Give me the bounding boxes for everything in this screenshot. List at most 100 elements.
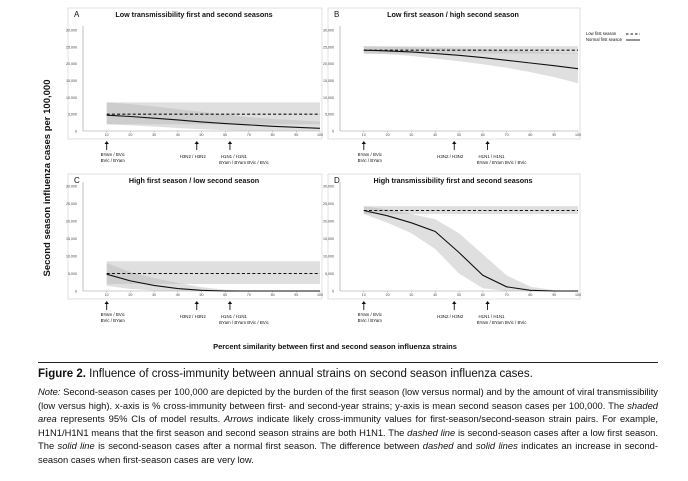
y-tick-label: 5,000 — [325, 272, 334, 276]
caption-note-emphasis: Note: — [38, 386, 61, 397]
y-tick-label: 10,000 — [323, 255, 334, 259]
x-tick-label: 100 — [575, 293, 581, 297]
panel-title: High transmissibility first and second s… — [374, 176, 533, 185]
series-line-normal-first-season — [106, 114, 321, 129]
arrow-label-a: BVic / BYam — [101, 318, 126, 323]
x-tick-label: 30 — [409, 293, 413, 297]
panel-title: Low first season / high second season — [387, 10, 519, 19]
arrow-label-c: H1N1 / H1N1 — [221, 314, 248, 319]
caption-note: Note: Second-season cases per 100,000 ar… — [38, 385, 658, 467]
arrow-label-b: H3N2 / H3N2 — [437, 314, 464, 319]
y-tick-label: 30,000 — [323, 29, 334, 33]
x-tick-label: 50 — [457, 133, 461, 137]
confidence-band — [363, 206, 578, 214]
x-tick-label: 20 — [386, 133, 390, 137]
panel-title: High first season / low second season — [129, 176, 259, 185]
y-tick-label: 10,000 — [66, 96, 77, 100]
x-tick-label: 70 — [247, 133, 251, 137]
cross-immunity-arrow-head — [361, 301, 366, 304]
y-tick-label: 0 — [332, 290, 334, 294]
x-tick-label: 10 — [362, 133, 366, 137]
caption-title-text: Influence of cross-immunity between annu… — [89, 368, 533, 380]
x-tick-label: 60 — [481, 293, 485, 297]
x-tick-label: 60 — [223, 133, 227, 137]
x-tick-label: 70 — [505, 133, 509, 137]
confidence-band — [363, 46, 578, 84]
y-axis-label: Second season influenza cases per 100,00… — [42, 80, 53, 277]
x-tick-label: 10 — [362, 293, 366, 297]
y-tick-label: 15,000 — [66, 79, 77, 83]
arrow-label-a: BVic / BYam — [101, 158, 126, 163]
arrow-label-c: H1N1 / H1N1 — [478, 314, 505, 319]
legend-low-first-season: Low first season — [586, 31, 617, 36]
cross-immunity-arrow-head — [485, 141, 490, 144]
arrow-label-b: H3N2 / H3N2 — [180, 314, 207, 319]
y-tick-label: 20,000 — [66, 62, 77, 66]
x-tick-label: 60 — [481, 133, 485, 137]
arrow-label-c: BYam / BYam BVic / BVic — [477, 320, 527, 325]
x-tick-label: 60 — [223, 293, 227, 297]
panel-c: C High first season / low second season 0 5… — [66, 173, 323, 325]
panel-frame — [67, 7, 323, 140]
y-tick-label: 15,000 — [66, 237, 77, 241]
panel-letter: B — [334, 10, 339, 19]
arrow-label-c: H1N1 / H1N1 — [221, 154, 248, 159]
caption-figure-number: Figure 2. — [38, 368, 86, 380]
caption-note-text: represents 95% CIs of model results. — [56, 413, 225, 425]
figure-2: Second season influenza cases per 100,00… — [42, 7, 640, 351]
panel-a: A Low transmissibility first and second s… — [66, 7, 323, 165]
y-tick-label: 25,000 — [66, 45, 77, 49]
x-tick-label: 80 — [528, 133, 532, 137]
caption-note-text: and — [453, 440, 476, 452]
x-tick-label: 80 — [528, 293, 532, 297]
x-tick-label: 90 — [294, 293, 298, 297]
caption-note-text: is second-season cases after a low first… — [38, 426, 658, 452]
x-tick-label: 90 — [552, 293, 556, 297]
y-tick-label: 5,000 — [325, 113, 334, 117]
arrow-label-a: BYam / BVic — [358, 152, 383, 157]
x-tick-label: 40 — [176, 133, 180, 137]
arrow-label-a: BYam / BVic — [101, 152, 126, 157]
series-line-normal-first-season — [363, 49, 579, 70]
legend-normal-first-season: Normal first season — [586, 37, 623, 42]
series-line-normal-first-season — [363, 209, 578, 292]
x-tick-label: 20 — [128, 133, 132, 137]
y-tick-label: 5,000 — [68, 272, 77, 276]
y-tick-label: 25,000 — [323, 45, 334, 49]
x-tick-label: 70 — [247, 293, 251, 297]
panel-letter: C — [74, 176, 80, 185]
x-tick-label: 90 — [552, 133, 556, 137]
x-tick-label: 10 — [105, 293, 109, 297]
panel-frame — [327, 7, 581, 140]
x-axis-label: Percent similarity between first and sec… — [213, 342, 457, 351]
x-tick-label: 80 — [271, 293, 275, 297]
x-tick-label: 100 — [575, 133, 581, 137]
panel-title: Low transmissibility first and second se… — [115, 10, 272, 19]
y-tick-label: 15,000 — [323, 79, 334, 83]
x-tick-label: 40 — [176, 293, 180, 297]
panel-d: D High transmissibility first and second … — [323, 173, 581, 325]
panel-letter: D — [334, 176, 340, 185]
x-tick-label: 50 — [457, 293, 461, 297]
x-tick-label: 90 — [294, 133, 298, 137]
y-tick-label: 30,000 — [66, 29, 77, 33]
confidence-band — [106, 102, 320, 131]
arrow-label-a: BYam / BVic — [101, 312, 126, 317]
arrow-label-a: BYam / BVic — [358, 312, 383, 317]
panel-b: B Low first season / high second season 0 5… — [323, 7, 640, 165]
x-tick-label: 40 — [433, 133, 437, 137]
caption-note-text: indicates an increase in second-season c… — [38, 440, 659, 465]
y-tick-label: 10,000 — [66, 255, 77, 259]
figure-caption: Figure 2. Influence of cross-immunity be… — [38, 367, 658, 467]
x-tick-label: 30 — [152, 293, 156, 297]
x-tick-label: 80 — [271, 133, 275, 137]
y-tick-label: 15,000 — [323, 237, 334, 241]
y-tick-label: 25,000 — [323, 202, 334, 206]
y-tick-label: 25,000 — [66, 202, 77, 206]
x-tick-label: 20 — [128, 293, 132, 297]
x-tick-label: 50 — [200, 293, 204, 297]
cross-immunity-arrow-head — [452, 141, 457, 144]
arrow-label-b: H3N2 / H3N2 — [437, 154, 464, 159]
arrow-label-c: BYam / BYam BVic / BVic — [477, 160, 527, 165]
